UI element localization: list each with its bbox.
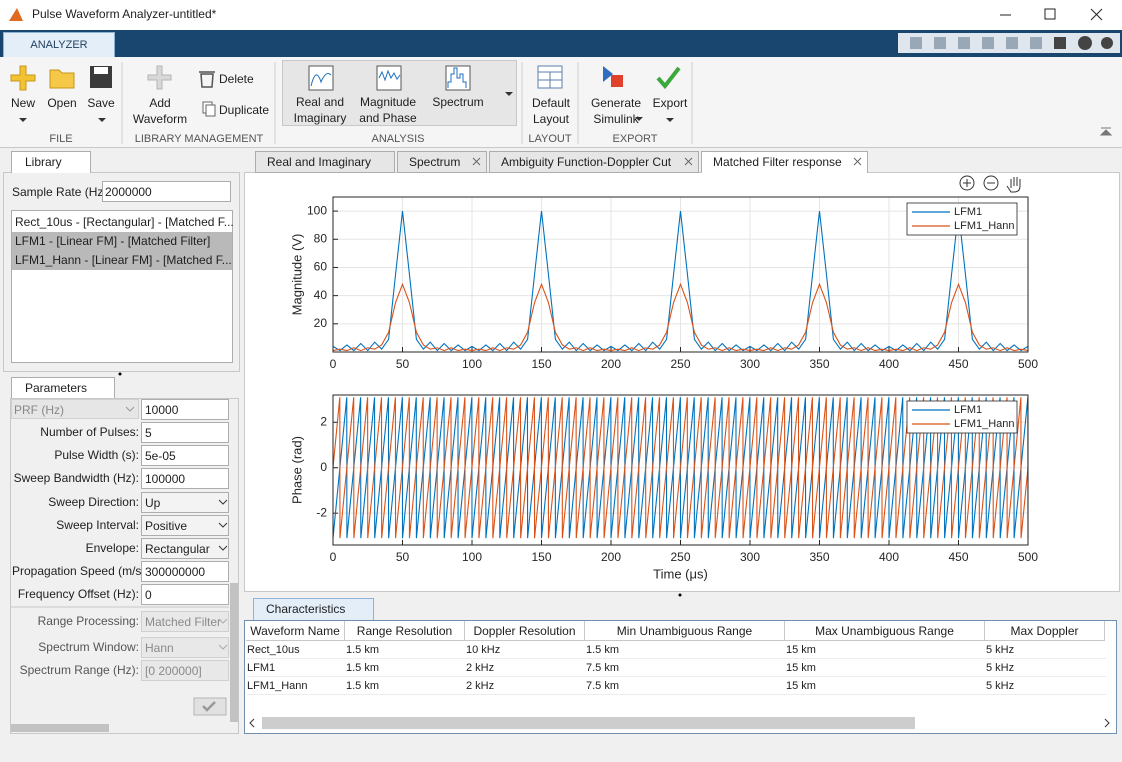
table-header: Doppler Resolution bbox=[465, 621, 585, 641]
panel-tab[interactable]: Library bbox=[11, 151, 91, 173]
ribbon-button[interactable]: Duplicate bbox=[219, 103, 270, 117]
list-item[interactable]: Rect_10us - [Rectangular] - [Matched F..… bbox=[12, 213, 234, 232]
field-label: Sample Rate (Hz): bbox=[12, 185, 111, 199]
parameter-label: Range Processing: bbox=[37, 614, 139, 628]
parameter-value[interactable]: 10000 bbox=[141, 399, 229, 420]
table-cell: 5 kHz bbox=[986, 677, 1106, 695]
table-cell: 15 km bbox=[786, 659, 986, 677]
parameter-value[interactable]: 300000000 bbox=[141, 561, 229, 582]
table-cell: 7.5 km bbox=[586, 677, 786, 695]
table-cell: 1.5 km bbox=[586, 641, 786, 659]
quick-access-toolbar bbox=[898, 33, 1120, 53]
plot-area bbox=[244, 172, 1120, 592]
table-cell: 15 km bbox=[786, 641, 986, 659]
table-header: Min Unambiguous Range bbox=[585, 621, 785, 641]
parameter-label: Sweep Interval: bbox=[56, 518, 139, 532]
ribbon-button[interactable]: Open bbox=[47, 96, 77, 110]
ribbon-group-label: LAYOUT bbox=[528, 133, 572, 145]
ribbon-tab[interactable]: ANALYZER bbox=[3, 32, 115, 57]
table-cell: 1.5 km bbox=[346, 677, 466, 695]
parameter-value[interactable]: Up bbox=[141, 492, 229, 513]
table-header: Max Unambiguous Range bbox=[785, 621, 985, 641]
parameter-label: Spectrum Window: bbox=[38, 640, 139, 654]
parameter-label: Spectrum Range (Hz): bbox=[19, 663, 139, 677]
ribbon-group-label: FILE bbox=[49, 133, 73, 145]
table-cell: Rect_10us bbox=[247, 641, 346, 659]
ribbon-button[interactable]: New bbox=[10, 96, 35, 110]
ribbon-button[interactable]: Add Waveform bbox=[132, 96, 188, 126]
table-cell: LFM1 bbox=[247, 659, 346, 677]
parameter-value[interactable]: 5 bbox=[141, 422, 229, 443]
parameter-value[interactable]: 5e-05 bbox=[141, 445, 229, 466]
list-item[interactable]: LFM1_Hann - [Linear FM] - [Matched F... bbox=[12, 251, 232, 270]
parameter-label: Envelope: bbox=[85, 541, 139, 555]
window-title: Pulse Waveform Analyzer-untitled* bbox=[32, 7, 217, 21]
parameter-selector[interactable]: PRF (Hz) bbox=[11, 399, 139, 419]
parameter-value: Hann bbox=[141, 637, 229, 658]
table-cell: 2 kHz bbox=[466, 659, 586, 677]
table-header: Range Resolution bbox=[345, 621, 465, 641]
parameter-value: [0 200000] bbox=[141, 660, 229, 681]
parameter-value[interactable]: 0 bbox=[141, 584, 229, 605]
plot-tab[interactable]: Ambiguity Function-Doppler Cut bbox=[489, 151, 699, 173]
ribbon-group-label: LIBRARY MANAGEMENT bbox=[134, 133, 264, 145]
table-cell: 5 kHz bbox=[986, 641, 1106, 659]
table-cell: 1.5 km bbox=[346, 641, 466, 659]
table-header: Max Doppler bbox=[985, 621, 1105, 641]
list-item[interactable]: LFM1 - [Linear FM] - [Matched Filter] bbox=[12, 232, 232, 251]
ribbon-button[interactable]: Save bbox=[87, 96, 115, 110]
parameter-value[interactable]: 100000 bbox=[141, 468, 229, 489]
panel-tab[interactable]: Characteristics bbox=[253, 598, 374, 620]
ribbon-button[interactable]: Spectrum bbox=[432, 95, 484, 109]
table-cell: 5 kHz bbox=[986, 659, 1106, 677]
parameter-value: Matched Filter bbox=[141, 611, 229, 632]
table-cell: 2 kHz bbox=[466, 677, 586, 695]
table-header: Waveform Name bbox=[246, 621, 345, 641]
parameter-label: Frequency Offset (Hz): bbox=[17, 587, 139, 601]
ribbon-group-label: EXPORT bbox=[612, 133, 658, 145]
table-cell: 10 kHz bbox=[466, 641, 586, 659]
sample-rate-input[interactable]: 2000000 bbox=[102, 181, 231, 202]
parameters-panel bbox=[10, 398, 239, 734]
ribbon-button[interactable]: Real and Imaginary bbox=[293, 95, 347, 125]
ribbon-button[interactable]: Export bbox=[652, 96, 688, 110]
table-cell: 15 km bbox=[786, 677, 986, 695]
parameter-value[interactable]: Positive bbox=[141, 515, 229, 536]
splitter-handle[interactable] bbox=[118, 372, 122, 376]
table-cell: 7.5 km bbox=[586, 659, 786, 677]
splitter-handle[interactable] bbox=[678, 593, 682, 597]
parameter-value[interactable]: Rectangular bbox=[141, 538, 229, 559]
parameter-label: Sweep Direction: bbox=[48, 495, 139, 509]
parameter-label: Pulse Width (s): bbox=[54, 448, 139, 462]
table-cell: LFM1_Hann bbox=[247, 677, 346, 695]
ribbon-group-label: ANALYSIS bbox=[371, 133, 425, 145]
panel-tab[interactable]: Parameters bbox=[11, 377, 115, 399]
plot-tab[interactable]: Real and Imaginary bbox=[255, 151, 395, 173]
plot-tab[interactable]: Spectrum bbox=[397, 151, 487, 173]
parameter-label: Sweep Bandwidth (Hz): bbox=[13, 471, 139, 485]
title-bar bbox=[0, 0, 1122, 30]
ribbon-button[interactable]: Generate Simulink bbox=[590, 96, 642, 126]
parameter-label: Number of Pulses: bbox=[40, 425, 139, 439]
parameter-label: Propagation Speed (m/s): bbox=[12, 564, 149, 578]
ribbon-button[interactable]: Delete bbox=[219, 72, 254, 86]
ribbon-button[interactable]: Magnitude and Phase bbox=[359, 95, 417, 125]
ribbon-button[interactable]: Default Layout bbox=[531, 96, 571, 126]
table-cell: 1.5 km bbox=[346, 659, 466, 677]
library-panel bbox=[3, 172, 240, 372]
plot-tab[interactable]: Matched Filter response bbox=[701, 151, 868, 173]
